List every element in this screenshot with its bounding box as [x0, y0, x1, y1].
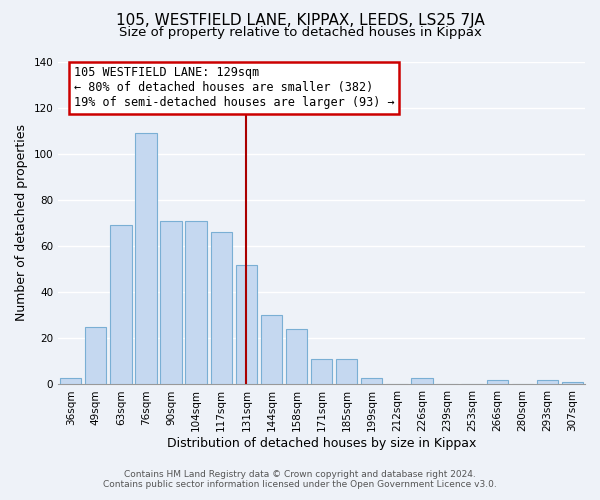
Bar — [487, 380, 508, 384]
Bar — [361, 378, 382, 384]
Bar — [110, 226, 131, 384]
Bar — [85, 327, 106, 384]
Bar — [211, 232, 232, 384]
Bar — [60, 378, 82, 384]
Bar — [562, 382, 583, 384]
Text: 105 WESTFIELD LANE: 129sqm
← 80% of detached houses are smaller (382)
19% of sem: 105 WESTFIELD LANE: 129sqm ← 80% of deta… — [74, 66, 395, 110]
Bar — [236, 264, 257, 384]
Text: 105, WESTFIELD LANE, KIPPAX, LEEDS, LS25 7JA: 105, WESTFIELD LANE, KIPPAX, LEEDS, LS25… — [116, 12, 484, 28]
Bar — [336, 359, 358, 384]
Text: Size of property relative to detached houses in Kippax: Size of property relative to detached ho… — [119, 26, 481, 39]
X-axis label: Distribution of detached houses by size in Kippax: Distribution of detached houses by size … — [167, 437, 476, 450]
Bar — [185, 220, 207, 384]
Bar — [286, 329, 307, 384]
Bar — [537, 380, 558, 384]
Text: Contains HM Land Registry data © Crown copyright and database right 2024.
Contai: Contains HM Land Registry data © Crown c… — [103, 470, 497, 489]
Bar — [411, 378, 433, 384]
Bar — [136, 133, 157, 384]
Bar — [261, 316, 282, 384]
Y-axis label: Number of detached properties: Number of detached properties — [15, 124, 28, 322]
Bar — [311, 359, 332, 384]
Bar — [160, 220, 182, 384]
